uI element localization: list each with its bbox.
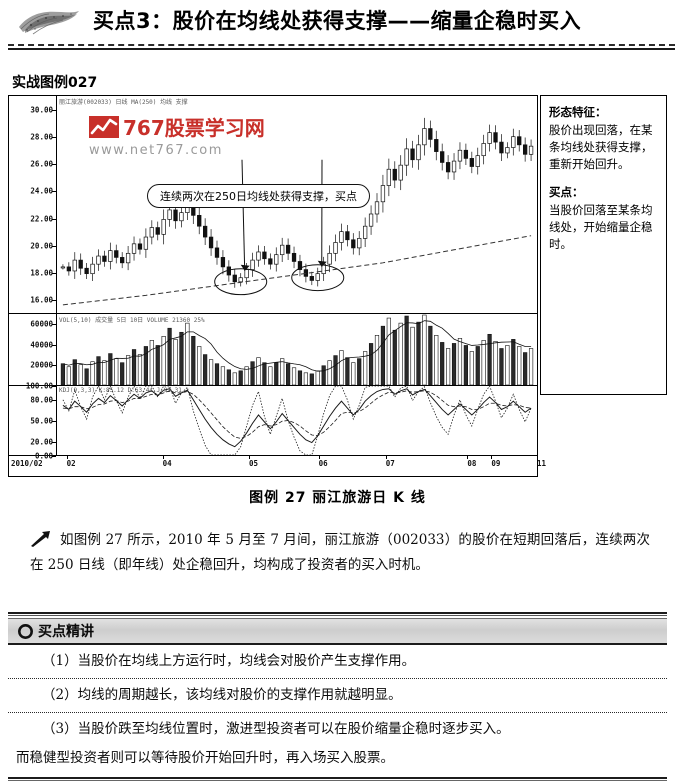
x-tick-label: 09	[491, 459, 500, 468]
x-tick-label: 11	[537, 459, 546, 468]
buypoint-detail-header: 买点精讲	[8, 618, 667, 645]
chart-callout: 连续两次在250日均线处获得支撑，买点	[147, 184, 370, 208]
axis-tick-label: 100.00	[26, 382, 53, 391]
volume-plot: VOL(5,10) 成交量 5日 10日 VOLUME 21360 25%	[57, 314, 537, 385]
axis-tick-label: 24.00	[30, 187, 53, 196]
axis-tick-label: 18.00	[30, 269, 53, 278]
price-panel: 30.00 28.00 26.00 24.00 22.00 20.00 18.00 16.00…	[9, 96, 537, 314]
buypoint-detail-block: 买点精讲 （1）当股价在均线上方运行时，均线会对股价产生支撑作用。 （2）均线的…	[8, 612, 667, 781]
x-tick-label: 05	[249, 459, 258, 468]
kdj-series-svg	[57, 386, 537, 455]
buypoint-item-3-cont: 而稳健型投资者则可以等待股价开始回升时，再入场买入股票。	[8, 746, 667, 775]
x-tick-label: 02	[67, 459, 76, 468]
volume-axis: 60000 40000 20000	[9, 314, 57, 385]
title-dashed-rule	[8, 44, 675, 46]
pointer-arrow-icon	[30, 530, 52, 548]
pattern-note-box: 形态特征： 股价出现回落，在某条均线处获得支撑，重新开始回升。 买点： 当股价回…	[540, 95, 667, 395]
axis-tick-label: 40000	[30, 340, 53, 349]
axis-tick-label: 22.00	[30, 214, 53, 223]
volume-panel: 60000 40000 20000 VOL(5,10) 成交量 5日 10日 VOL…	[9, 314, 537, 386]
bottom-rule-bot	[8, 777, 667, 779]
x-axis-start-label: 2010/02	[11, 459, 43, 468]
page-title: 买点3：股价在均线处获得支撑——缩量企稳时买入	[93, 4, 581, 38]
note-heading-features: 形态特征：	[549, 104, 660, 120]
note-body-features: 股价出现回落，在某条均线处获得支撑，重新开始回升。	[549, 122, 660, 173]
axis-tick-label: 20.00	[30, 438, 53, 447]
axis-tick-label: 26.00	[30, 160, 53, 169]
axis-tick-label: 20.00	[30, 241, 53, 250]
axis-tick-label: 20000	[30, 361, 53, 370]
x-tick-label: 04	[163, 459, 172, 468]
bottom-rule-top	[8, 612, 667, 614]
bottom-rule-top-thin	[8, 615, 667, 616]
axis-tick-label: 80.00	[30, 396, 53, 405]
ink-brush-icon	[13, 5, 91, 37]
title-solid-rule	[8, 48, 675, 50]
volume-series-svg	[57, 314, 537, 385]
axis-tick-label: 16.00	[30, 296, 53, 305]
buypoint-item-3: （3）当股价跌至均线位置时，激进型投资者可以在股价缩量企稳时逐步买入。	[8, 713, 667, 746]
note-body-buypoint: 当股价回落至某条均线处，开始缩量企稳时。	[549, 202, 660, 253]
kdj-plot: KDJ(9,3,3) K:85.12 D:63.44 J:92.31	[57, 386, 537, 455]
buypoint-item-2: （2）均线的周期越长，该均线对股价的支撑作用就越明显。	[8, 679, 667, 712]
note-heading-buypoint: 买点：	[549, 184, 660, 200]
stock-chart: 30.00 28.00 26.00 24.00 22.00 20.00 18.00 16.00…	[8, 95, 538, 477]
axis-tick-label: 60000	[30, 320, 53, 329]
figure-caption: 图例 27 丽江旅游日 K 线	[0, 487, 675, 507]
analysis-block: 如图例 27 所示，2010 年 5 月至 7 月间，丽江旅游（002033）的…	[30, 528, 650, 578]
buypoint-detail-title: 买点精讲	[38, 621, 94, 641]
section-label: 实战图例027	[12, 72, 97, 92]
price-axis: 30.00 28.00 26.00 24.00 22.00 20.00 18.00 16.00	[9, 96, 57, 313]
price-plot: 丽江旅游(002033) 日线 MA(250) 均线 支撑 767股票学习网 w…	[57, 96, 537, 313]
axis-tick-label: 50.00	[30, 417, 53, 426]
x-tick-label: 07	[386, 459, 395, 468]
x-tick-label: 08	[467, 459, 476, 468]
page-header: 买点3：股价在均线处获得支撑——缩量企稳时买入	[8, 4, 667, 40]
analysis-paragraph: 如图例 27 所示，2010 年 5 月至 7 月间，丽江旅游（002033）的…	[30, 528, 650, 578]
axis-tick-label: 30.00	[30, 105, 53, 114]
axis-tick-label: 28.00	[30, 132, 53, 141]
buypoint-item-1: （1）当股价在均线上方运行时，均线会对股价产生支撑作用。	[8, 645, 667, 678]
x-tick-label: 06	[319, 459, 328, 468]
ring-bullet-icon	[18, 624, 33, 639]
